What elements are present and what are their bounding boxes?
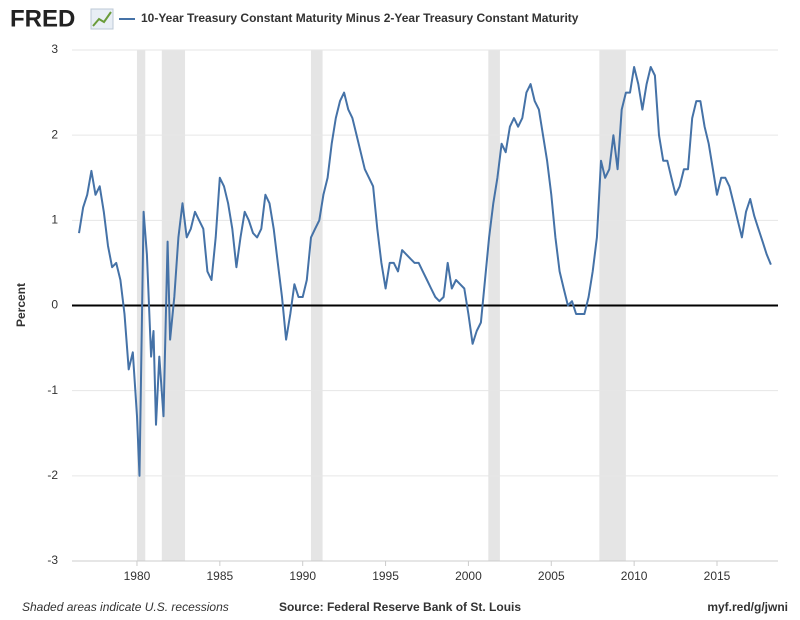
x-tick-label: 1985 bbox=[206, 569, 233, 583]
x-tick-label: 2000 bbox=[455, 569, 482, 583]
x-tick-label: 1995 bbox=[372, 569, 399, 583]
x-tick-label: 1990 bbox=[289, 569, 316, 583]
footer-source: Source: Federal Reserve Bank of St. Loui… bbox=[279, 600, 521, 614]
y-tick-label: -1 bbox=[47, 383, 58, 397]
x-tick-label: 1980 bbox=[124, 569, 151, 583]
x-tick-label: 2005 bbox=[538, 569, 565, 583]
y-tick-label: 0 bbox=[51, 298, 58, 312]
logo: FRED bbox=[10, 5, 75, 32]
y-tick-label: 2 bbox=[51, 127, 58, 141]
y-axis-label: Percent bbox=[14, 283, 28, 327]
x-tick-label: 2010 bbox=[621, 569, 648, 583]
y-tick-label: 1 bbox=[51, 213, 58, 227]
legend-label: 10-Year Treasury Constant Maturity Minus… bbox=[141, 11, 579, 25]
footer-note: Shaded areas indicate U.S. recessions bbox=[22, 600, 229, 614]
data-line bbox=[78, 66, 772, 477]
logo-icon bbox=[90, 8, 114, 30]
footer-link: myf.red/g/jwni bbox=[707, 600, 788, 614]
y-tick-label: 3 bbox=[51, 42, 58, 56]
y-tick-label: -3 bbox=[47, 553, 58, 567]
y-tick-label: -2 bbox=[47, 468, 58, 482]
x-tick-label: 2015 bbox=[704, 569, 731, 583]
